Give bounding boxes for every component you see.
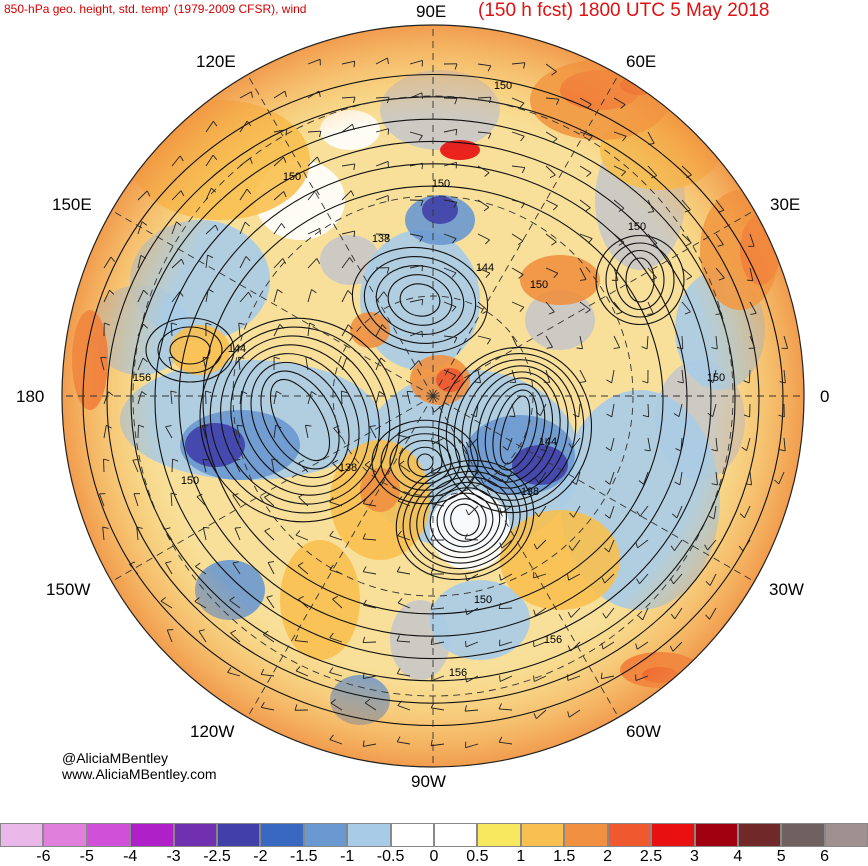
credit-website: www.AliciaMBentley.com	[62, 766, 217, 782]
contour-label: 144	[228, 343, 246, 355]
contour-label: 138	[372, 233, 390, 245]
colorbar-swatch	[347, 823, 390, 847]
colorbar-tick-label: 6	[820, 848, 829, 866]
colorbar-tick-label: 1.5	[553, 848, 575, 866]
colorbar-tick-label: 5	[777, 848, 786, 866]
lon-label-60w: 60W	[626, 722, 661, 742]
colorbar-swatch	[174, 823, 217, 847]
colorbar-swatch	[477, 823, 520, 847]
lon-label-60e: 60E	[626, 52, 656, 72]
lon-label-180: 180	[16, 387, 44, 407]
polar-map: 150 150 150 150 138 144 150 144 156 150 150 144 138 1…	[0, 0, 868, 820]
lon-label-120e: 120E	[196, 52, 236, 72]
colorbar-tick-label: 0	[430, 848, 439, 866]
map-disk	[62, 25, 804, 767]
colorbar-tick-label: -0.5	[377, 848, 405, 866]
colorbar-swatch	[564, 823, 607, 847]
lon-label-150w: 150W	[46, 580, 90, 600]
colorbar-tick-label: -2.5	[203, 848, 231, 866]
colorbar-tick-label: -1.5	[290, 848, 318, 866]
contour-label: 150	[707, 372, 725, 384]
colorbar-tick-label: -1	[340, 848, 354, 866]
credit-handle: @AliciaMBentley	[62, 750, 168, 766]
lon-label-90e: 90E	[416, 2, 446, 22]
colorbar-tick-label: -4	[123, 848, 137, 866]
contour-label: 156	[133, 372, 151, 384]
colorbar-tick-label: 2.5	[640, 848, 662, 866]
contour-label: 144	[539, 436, 557, 448]
lon-label-150e: 150E	[52, 195, 92, 215]
colorbar-tick-label: -5	[80, 848, 94, 866]
colorbar-swatch	[695, 823, 738, 847]
lon-label-0: 0	[820, 387, 829, 407]
contour-label: 156	[449, 667, 467, 679]
contour-label: 138	[339, 462, 357, 474]
colorbar-tick-label: -6	[36, 848, 50, 866]
colorbar-swatch	[43, 823, 86, 847]
contour-label: 150	[628, 221, 646, 233]
contour-label: 150	[432, 178, 450, 190]
contour-label: 150	[283, 171, 301, 183]
colorbar	[0, 823, 868, 847]
contour-label: 144	[476, 262, 494, 274]
colorbar-swatch	[781, 823, 824, 847]
colorbar-swatch	[87, 823, 130, 847]
colorbar-swatch	[651, 823, 694, 847]
colorbar-tick-label: -3	[166, 848, 180, 866]
colorbar-swatch	[304, 823, 347, 847]
colorbar-swatch	[260, 823, 303, 847]
colorbar-tick-label: -2	[253, 848, 267, 866]
contour-label: 138	[521, 486, 539, 498]
contour-label: 150	[530, 279, 548, 291]
colorbar-swatch	[825, 823, 868, 847]
colorbar-swatch	[521, 823, 564, 847]
colorbar-swatch	[738, 823, 781, 847]
colorbar-tick-label: 1	[516, 848, 525, 866]
lon-label-30e: 30E	[770, 195, 800, 215]
colorbar-tick-label: 4	[733, 848, 742, 866]
lon-label-30w: 30W	[769, 580, 804, 600]
colorbar-swatch	[434, 823, 477, 847]
colorbar-swatch	[391, 823, 434, 847]
contour-label: 150	[474, 594, 492, 606]
colorbar-swatch	[130, 823, 173, 847]
contour-label: 156	[544, 634, 562, 646]
colorbar-tick-label: 2	[603, 848, 612, 866]
contour-label: 150	[181, 475, 199, 487]
lon-label-120w: 120W	[190, 722, 234, 742]
colorbar-swatch	[217, 823, 260, 847]
colorbar-tick-label: 3	[690, 848, 699, 866]
colorbar-swatch	[608, 823, 651, 847]
colorbar-swatch	[0, 823, 43, 847]
contour-label: 150	[494, 80, 512, 92]
lon-label-90w: 90W	[411, 772, 446, 792]
colorbar-tick-label: 0.5	[466, 848, 488, 866]
